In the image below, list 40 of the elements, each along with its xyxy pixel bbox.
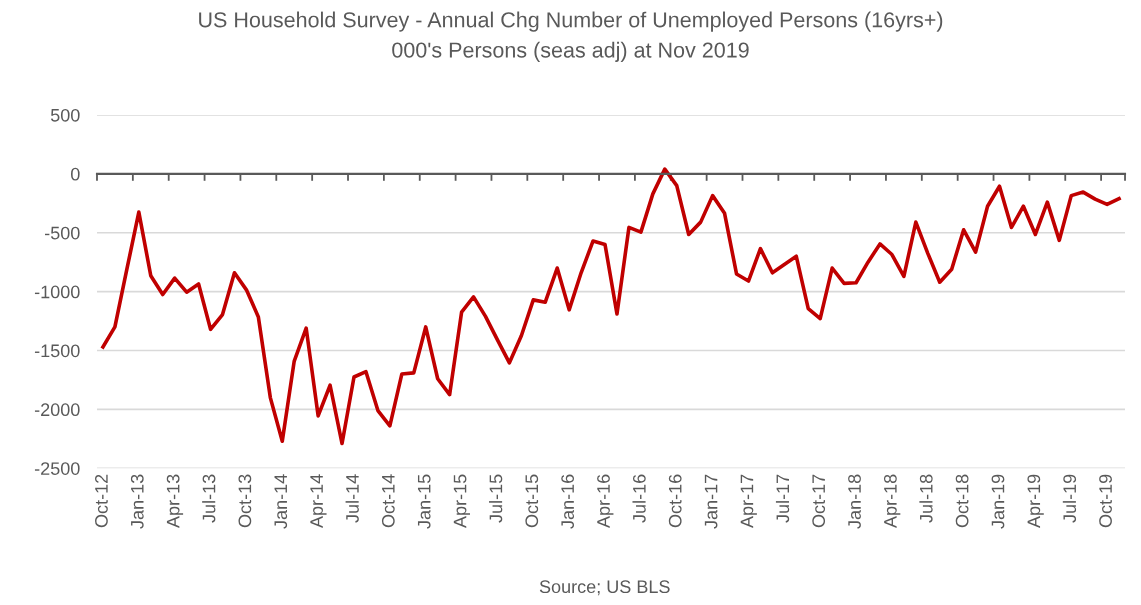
line-series (101, 167, 1121, 446)
y-tick-label: 500 (50, 108, 80, 122)
x-tick-label: Oct-17 (812, 474, 826, 528)
x-tick-label: Oct-14 (381, 474, 395, 528)
y-tick-label: -500 (44, 226, 80, 240)
x-tick-label: Jul-15 (489, 474, 503, 523)
x-tick-label: Oct-12 (95, 474, 108, 528)
y-tick-label: -2000 (34, 403, 80, 417)
x-tick-label: Jan-13 (130, 474, 144, 529)
x-tick-label: Jan-16 (561, 474, 575, 529)
x-tick-label: Jan-14 (274, 474, 288, 529)
x-tick-label: Apr-17 (740, 474, 757, 528)
y-tick-label: 0 (70, 167, 80, 181)
x-tick-label: Jul-13 (202, 474, 216, 523)
source-note: Source; US BLS (539, 580, 670, 596)
x-tick-label: Apr-13 (166, 474, 184, 528)
x-tick-label: Jan-19 (991, 474, 1005, 529)
x-tick-label: Oct-15 (525, 474, 539, 528)
x-tick-label: Jul-17 (775, 474, 790, 523)
y-tick-label: -1500 (34, 344, 80, 358)
x-tick-label: Oct-13 (238, 474, 252, 528)
x-tick-label: Apr-14 (310, 474, 327, 528)
y-tick-label: -2500 (34, 462, 80, 475)
x-tick-label: Oct-19 (1099, 474, 1112, 528)
x-tick-label: Oct-18 (955, 474, 969, 528)
x-tick-label: Jan-18 (848, 474, 861, 529)
y-tick-label: -1000 (34, 285, 80, 299)
x-tick-label: Jul-16 (632, 474, 646, 523)
x-tick-label: Jul-18 (919, 474, 933, 523)
x-tick-label: Apr-19 (1027, 474, 1044, 528)
x-tick-label: Apr-15 (453, 474, 470, 528)
x-tick-label: Apr-18 (883, 474, 901, 528)
x-tick-label: Oct-16 (668, 474, 682, 528)
x-tick-label: Jul-14 (345, 474, 359, 523)
x-tick-label: Jul-19 (1062, 474, 1077, 523)
chart-title: US Household Survey - Annual Chg Number of Unemployed Persons (16yrs+) (199, 11, 943, 32)
x-tick-label: Apr-16 (597, 474, 614, 528)
x-tick-label: Jan-15 (417, 474, 431, 529)
chart-subtitle: 000's Persons (seas adj) at Nov 2019 (392, 41, 749, 62)
x-tick-label: Jan-17 (704, 474, 718, 529)
